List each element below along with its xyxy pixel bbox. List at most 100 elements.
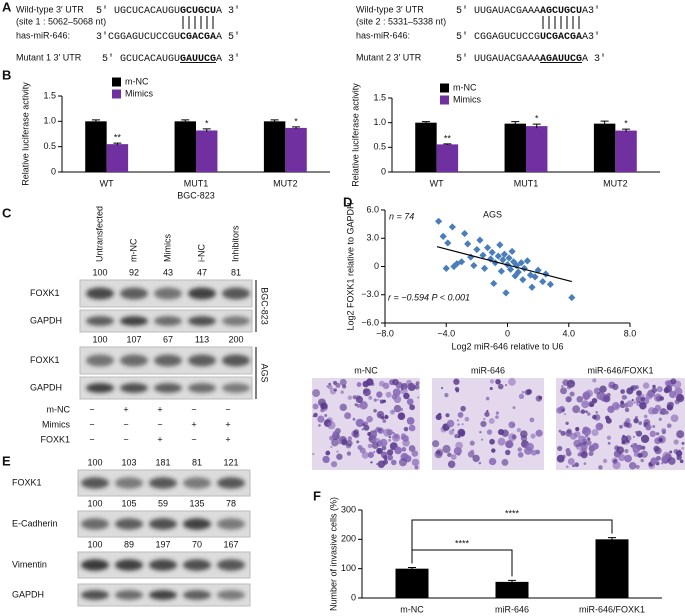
- y-tick-label: 1.5: [373, 92, 386, 102]
- cell: [442, 444, 451, 454]
- condition-sign: −: [123, 419, 128, 429]
- seq-part: 5′ GCUCACAUGU: [102, 53, 180, 65]
- mirna-sequence: 5′ CGGAGUCUCCGUCGACGAA3′: [456, 31, 600, 43]
- x-tick-label: WT: [430, 178, 444, 188]
- point: [464, 240, 472, 248]
- cell: [339, 403, 347, 412]
- point: [470, 261, 478, 270]
- bar: [615, 130, 637, 172]
- significance: *: [624, 118, 628, 128]
- cell: [641, 445, 646, 450]
- significance: **: [114, 132, 122, 142]
- cell: [655, 432, 660, 436]
- blot-band: [222, 383, 250, 393]
- cell: [440, 386, 444, 390]
- cell: [566, 428, 572, 434]
- cell: [312, 452, 315, 456]
- cell: [589, 403, 594, 407]
- seq-site: GAUUCG: [180, 54, 216, 65]
- point: [519, 276, 527, 284]
- cell: [363, 388, 368, 394]
- cell: [560, 387, 568, 395]
- y-tick-label: 200: [341, 534, 356, 544]
- chart-title: AGS: [483, 209, 502, 219]
- legend-label: Mimics: [125, 88, 153, 98]
- cell: [383, 428, 392, 437]
- y-axis-label: Log2 FOXK1 relative to GAPDH: [345, 202, 355, 330]
- significance: *: [205, 118, 209, 128]
- cell: [662, 451, 671, 460]
- cell: [659, 396, 665, 401]
- cell: [645, 392, 653, 400]
- cell: [404, 454, 408, 459]
- cell: [624, 407, 630, 413]
- cell: [393, 434, 399, 439]
- cell: [581, 400, 590, 409]
- blot-band: [183, 477, 211, 489]
- cell: [488, 457, 497, 466]
- bar: [263, 121, 286, 172]
- x-tick-label: MUT1: [514, 178, 539, 188]
- point: [461, 229, 469, 238]
- blot-band: [222, 316, 250, 326]
- cell: [511, 434, 517, 440]
- cell: [530, 449, 537, 456]
- seq-site: GCUGCU: [180, 6, 216, 17]
- panel-label: B: [2, 67, 11, 82]
- blot-band: [154, 383, 182, 393]
- utr-label: Wild-type 3′ UTR: [356, 4, 424, 14]
- cell: [444, 393, 449, 398]
- legend-swatch: [112, 77, 121, 87]
- legend-swatch: [440, 95, 449, 105]
- x-tick-label: −8.0: [376, 328, 394, 338]
- point: [488, 248, 496, 256]
- cell: [325, 450, 331, 456]
- cell: [339, 378, 347, 386]
- cell: [586, 440, 592, 446]
- statistics: r = −0.594 P < 0.001: [388, 292, 470, 302]
- cell: [591, 397, 598, 404]
- condition-label: FOXK1: [40, 434, 70, 444]
- point: [496, 241, 504, 249]
- lane-label: Mimics: [162, 234, 172, 262]
- error-bar: [270, 119, 279, 123]
- cell: [317, 398, 326, 407]
- cell: [628, 462, 637, 470]
- cell: [401, 447, 407, 452]
- y-tick-label: 300: [341, 504, 356, 514]
- cell: [620, 389, 625, 394]
- point: [508, 247, 516, 256]
- seq-part: A3′: [582, 5, 600, 17]
- cell: [529, 417, 535, 423]
- point: [520, 264, 528, 272]
- bar: [495, 581, 529, 598]
- cell: [491, 448, 496, 453]
- cell: [667, 457, 676, 465]
- legend-label: m-NC: [453, 82, 477, 92]
- cell: [388, 435, 392, 439]
- ratio: 100: [87, 457, 102, 467]
- cell: [517, 447, 523, 452]
- cell: [656, 386, 663, 393]
- cell: [373, 398, 377, 402]
- blot-band: [154, 316, 182, 326]
- error-bar: [532, 123, 541, 129]
- cell: [674, 387, 683, 396]
- cell: [333, 388, 337, 392]
- mir-label: has-miR-646:: [356, 30, 410, 40]
- lane-label: Untransfected: [94, 206, 104, 262]
- cell: [447, 452, 452, 458]
- point: [490, 279, 498, 288]
- point: [442, 264, 450, 272]
- cell: [588, 451, 594, 457]
- cell: [630, 444, 634, 448]
- condition-sign: −: [89, 419, 94, 429]
- cell: [566, 379, 576, 388]
- cell: [373, 408, 377, 413]
- cell: [368, 395, 373, 400]
- point: [568, 293, 576, 302]
- point: [473, 245, 481, 254]
- cell: [649, 430, 656, 438]
- blot-band: [81, 590, 109, 600]
- point: [523, 257, 532, 265]
